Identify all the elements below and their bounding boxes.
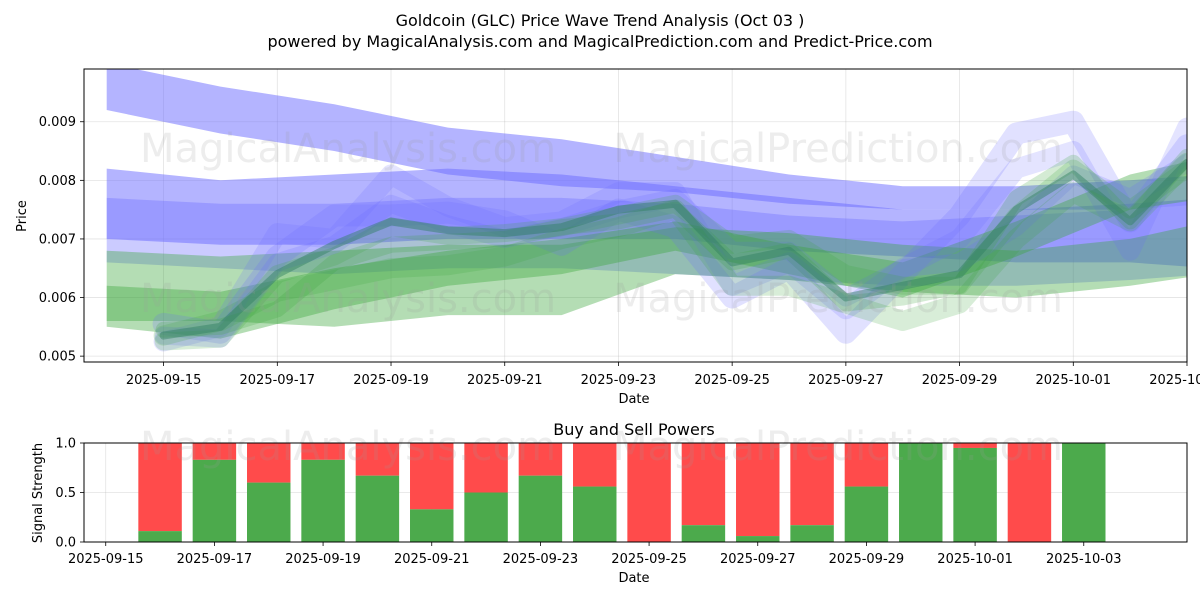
price-x-tick-label-5: 2025-09-25 — [694, 373, 770, 388]
price-wave-3 — [153, 152, 1187, 346]
price-x-tick-label-0: 2025-09-15 — [126, 373, 202, 388]
sell-bar-0 — [138, 443, 182, 532]
price-y-tick-label-3: 0.008 — [39, 174, 76, 189]
sell-bar-15 — [953, 443, 997, 448]
buy-bar-4 — [355, 475, 400, 542]
price-panel: MagicalAnalysis.com MagicalPrediction.co… — [15, 68, 1200, 407]
price-x-tick-label-1: 2025-09-17 — [240, 373, 316, 388]
signal-x-tick-label-1: 2025-09-17 — [177, 552, 253, 567]
price-x-label: Date — [618, 392, 649, 407]
sell-bar-4 — [355, 443, 400, 476]
watermark-analysis-mid: MagicalAnalysis.com — [140, 276, 556, 322]
signal-y-tick-label-0: 0.0 — [55, 536, 76, 551]
price-x-tick-label-2: 2025-09-19 — [353, 373, 429, 388]
signal-bars — [138, 443, 1106, 542]
buy-bar-0 — [138, 531, 182, 542]
price-y-label: Price — [15, 200, 30, 232]
price-band-0 — [106, 69, 1187, 210]
buy-bar-1 — [192, 459, 237, 542]
price-band-3 — [106, 226, 1187, 327]
sell-bar-1 — [192, 443, 237, 460]
signal-y-tick-label-1: 0.5 — [55, 486, 76, 501]
signal-x-tick-label-9: 2025-10-03 — [1046, 552, 1122, 567]
price-y-tick-label-0: 0.005 — [39, 350, 76, 365]
sell-bar-6 — [464, 443, 508, 493]
sell-bar-12 — [790, 443, 834, 526]
price-x-tick-label-7: 2025-09-29 — [922, 373, 998, 388]
price-waves — [152, 110, 1187, 352]
signal-panel: Buy and Sell Powers MagicalAnalysis.com … — [31, 420, 1188, 586]
price-x-axis: 2025-09-15 2025-09-17 2025-09-19 2025-09-21… — [126, 362, 1200, 388]
price-band-4 — [106, 161, 1187, 339]
price-plot-frame — [83, 68, 1188, 363]
buy-bar-5 — [410, 509, 454, 542]
signal-x-tick-label-8: 2025-10-01 — [937, 552, 1013, 567]
buy-bar-8 — [573, 486, 617, 542]
price-x-tick-label-3: 2025-09-21 — [467, 373, 543, 388]
price-x-tick-label-9: 2025-10-03 — [1149, 373, 1200, 388]
signal-x-label: Date — [618, 571, 649, 586]
price-x-tick-label-6: 2025-09-27 — [808, 373, 884, 388]
buy-bar-11 — [736, 536, 780, 542]
price-band-1 — [106, 168, 1187, 267]
signal-y-axis: 0.0 0.5 1.0 — [55, 437, 84, 551]
buy-bar-13 — [844, 486, 889, 542]
price-wave-4 — [154, 159, 1187, 351]
buy-bar-17 — [1062, 443, 1106, 542]
signal-x-tick-label-7: 2025-09-29 — [829, 552, 905, 567]
chart-subtitle: powered by MagicalAnalysis.com and Magic… — [267, 32, 932, 51]
sell-bar-9 — [627, 443, 671, 542]
sell-bar-13 — [844, 443, 889, 487]
price-wave-5 — [155, 148, 1187, 338]
buy-bar-3 — [301, 459, 345, 542]
sell-bar-7 — [518, 443, 563, 476]
signal-title: Buy and Sell Powers — [553, 420, 715, 439]
price-line — [159, 158, 1187, 340]
price-watermarks: MagicalAnalysis.com MagicalPrediction.co… — [140, 126, 1063, 322]
price-y-tick-label-2: 0.007 — [39, 232, 76, 247]
watermark-prediction-top: MagicalPrediction.com — [613, 126, 1063, 172]
chart-title: Goldcoin (GLC) Price Wave Trend Analysis… — [396, 11, 805, 30]
signal-x-axis: 2025-09-15 2025-09-17 2025-09-19 2025-09-21… — [68, 542, 1122, 567]
sell-bar-5 — [410, 443, 454, 510]
sell-bar-3 — [301, 443, 345, 460]
sell-bar-16 — [1007, 443, 1052, 542]
sell-bar-10 — [681, 443, 726, 526]
signal-y-tick-label-2: 1.0 — [55, 437, 76, 452]
signal-watermarks: MagicalAnalysis.com MagicalPrediction.co… — [140, 424, 1063, 470]
sell-bar-2 — [247, 443, 291, 483]
signal-x-tick-label-2: 2025-09-19 — [285, 552, 361, 567]
buy-bar-10 — [681, 525, 726, 542]
signal-y-label: Signal Strength — [31, 443, 46, 543]
signal-x-tick-label-5: 2025-09-25 — [611, 552, 687, 567]
sell-bar-8 — [573, 443, 617, 487]
watermark-analysis-top: MagicalAnalysis.com — [140, 126, 556, 172]
price-bands — [106, 69, 1187, 339]
price-wave-2 — [154, 153, 1187, 348]
buy-bar-15 — [953, 447, 997, 542]
buy-bar-7 — [518, 475, 563, 542]
signal-x-tick-label-4: 2025-09-23 — [503, 552, 579, 567]
sell-bar-11 — [736, 443, 780, 537]
price-x-tick-label-8: 2025-10-01 — [1036, 373, 1112, 388]
buy-bar-12 — [790, 525, 834, 542]
watermark-prediction-bottom: MagicalPrediction.com — [613, 424, 1063, 470]
buy-bar-2 — [247, 482, 291, 542]
buy-bar-6 — [464, 492, 508, 542]
price-wave-0 — [152, 110, 1187, 344]
watermark-analysis-bottom: MagicalAnalysis.com — [140, 424, 556, 470]
buy-bar-14 — [899, 443, 943, 542]
price-y-tick-label-1: 0.006 — [39, 291, 76, 306]
price-band-2 — [106, 197, 1187, 286]
signal-x-tick-label-6: 2025-09-27 — [720, 552, 796, 567]
signal-x-tick-label-3: 2025-09-21 — [394, 552, 470, 567]
price-y-tick-label-4: 0.009 — [39, 115, 76, 130]
watermark-prediction-mid: MagicalPrediction.com — [613, 276, 1063, 322]
price-y-axis: 0.005 0.006 0.007 0.008 0.009 — [39, 115, 84, 365]
signal-x-tick-label-0: 2025-09-15 — [68, 552, 144, 567]
price-x-tick-label-4: 2025-09-23 — [581, 373, 657, 388]
price-wave-1 — [153, 117, 1187, 352]
